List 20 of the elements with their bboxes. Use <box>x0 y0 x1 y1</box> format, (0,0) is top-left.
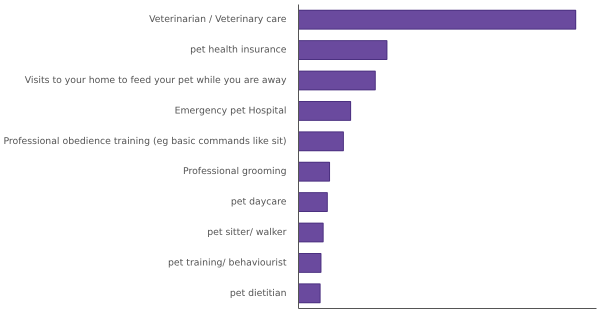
bar <box>298 283 321 304</box>
bar <box>298 70 376 90</box>
bar <box>298 40 388 60</box>
y-tick-label: Professional grooming <box>183 166 287 178</box>
y-tick-label: pet training/ behaviourist <box>168 257 287 268</box>
y-tick-label: pet daycare <box>230 196 287 208</box>
y-tick-label: Emergency pet Hospital <box>174 105 287 116</box>
bar <box>298 192 328 212</box>
y-tick-label: pet sitter/ walker <box>207 227 287 238</box>
y-tick-label: Visits to your home to feed your pet while you are away <box>24 75 287 86</box>
y-tick-label: pet health insurance <box>190 44 287 56</box>
y-tick-label: Veterinarian / Veterinary care <box>149 14 287 26</box>
bar <box>298 222 324 242</box>
bar <box>298 162 330 182</box>
bar <box>298 131 344 152</box>
y-tick-label: pet dietitian <box>230 288 287 299</box>
y-tick-label: Professional obedience training (eg basic commands like sit) <box>3 136 287 147</box>
bar <box>298 100 352 121</box>
bar <box>298 10 576 30</box>
bar <box>298 252 322 273</box>
